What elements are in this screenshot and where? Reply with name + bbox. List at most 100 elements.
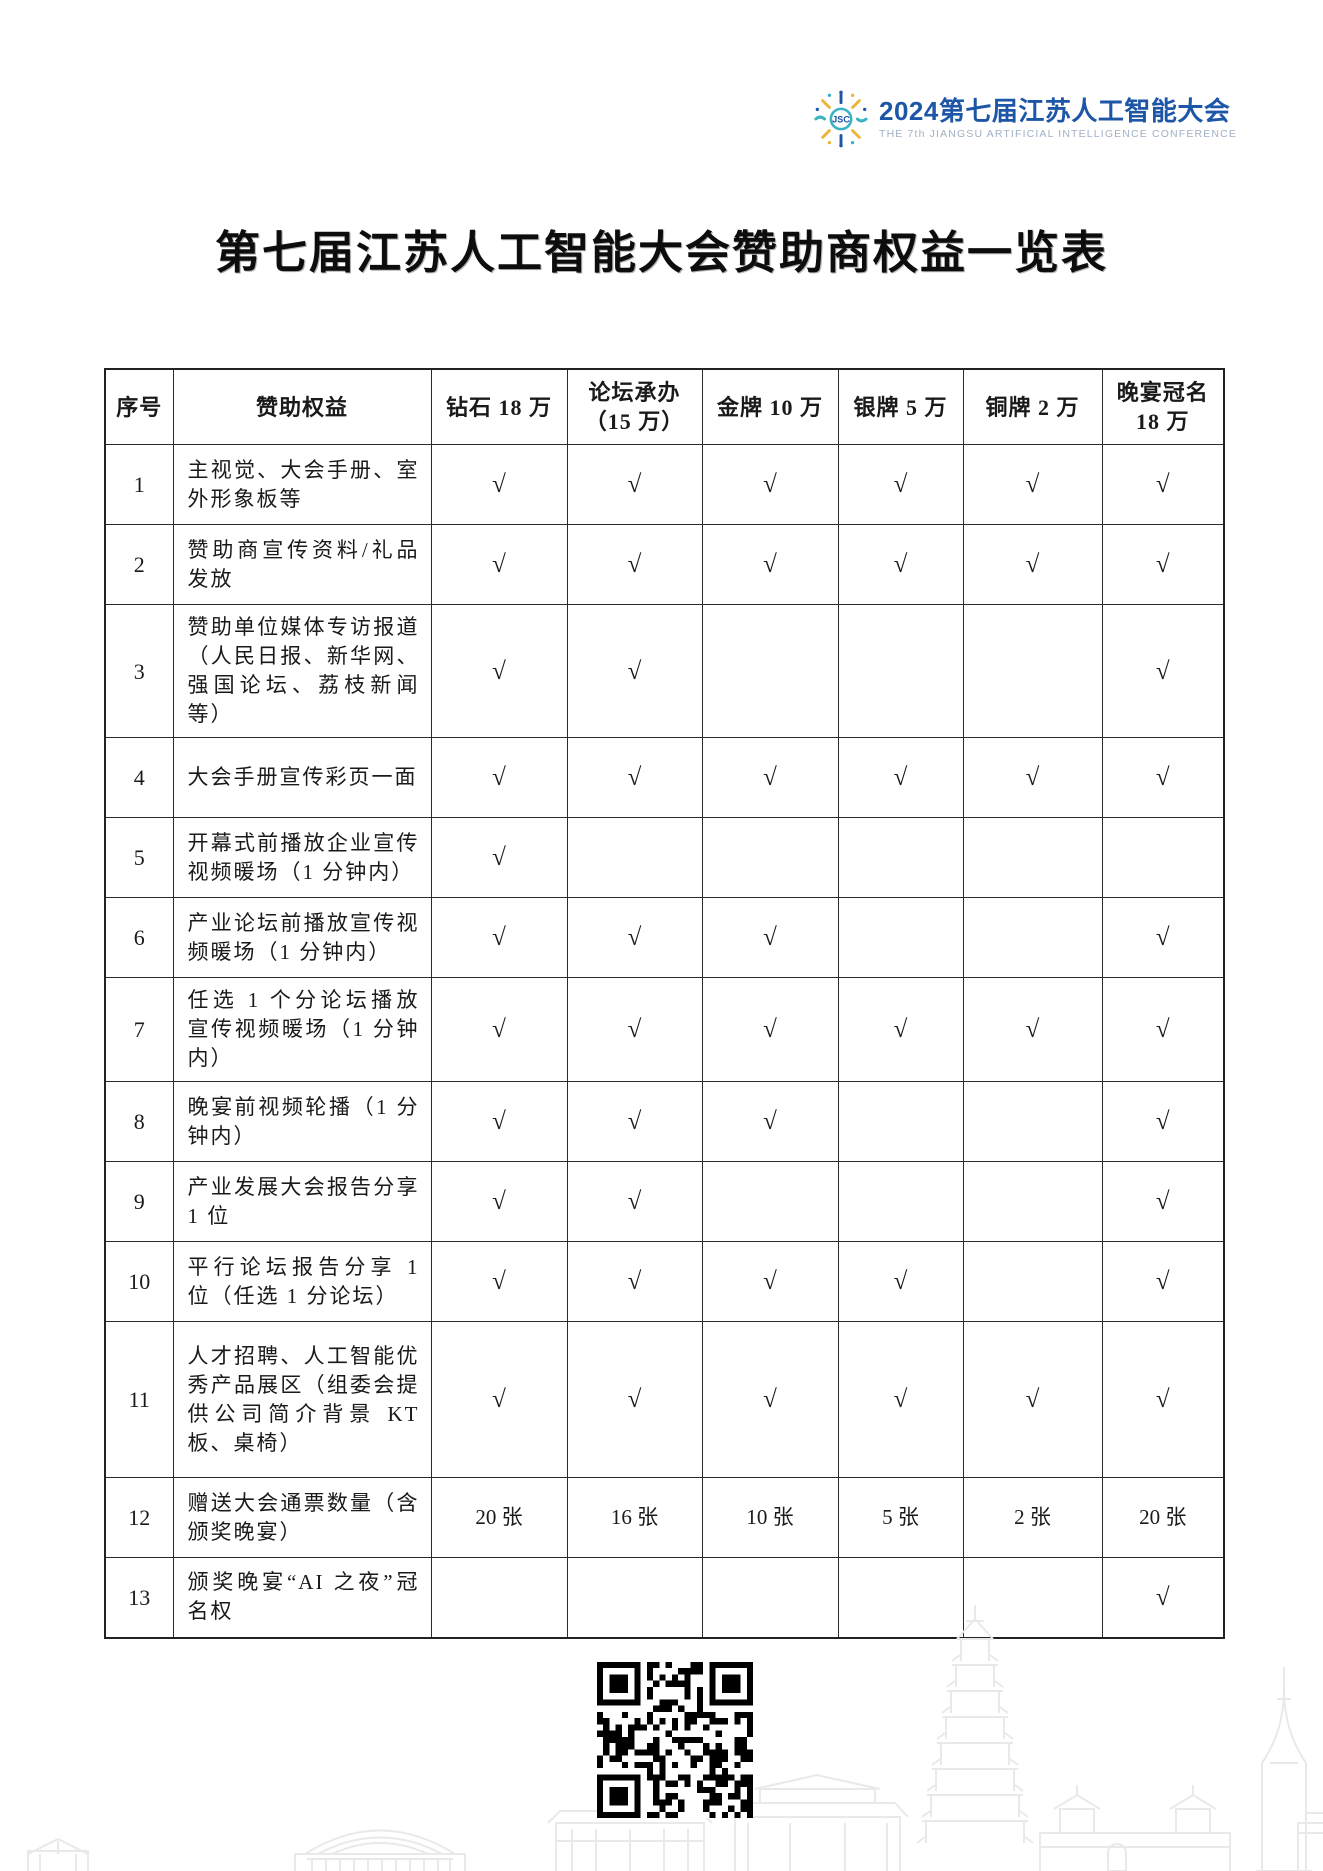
column-header-4: 金牌 10 万 [701,368,839,445]
empty-cell [837,897,964,978]
benefit-label: 赠送大会通票数量（含颁奖晚宴） [172,1477,432,1558]
column-header-5: 银牌 5 万 [837,368,964,445]
check-mark: √ [962,737,1103,818]
table-header-row: 序号 赞助权益 钻石 18 万论坛承办 （15 万） 金牌 10 万银牌 5 万铜牌 … [104,368,1225,445]
table-row: 2 赞助商宣传资料/礼品发放 √ √ √ √ √ √ [104,524,1225,605]
page-title: 第七届江苏人工智能大会赞助商权益一览表 [214,228,1108,278]
check-mark: √ [566,604,703,738]
logo-title: 2024第七届江苏人工智能大会 [879,95,1231,126]
row-number: 6 [104,897,174,978]
check-mark: √ [566,1161,703,1242]
ticket-count: 16 张 [566,1477,703,1558]
empty-cell [962,1081,1103,1162]
benefit-label: 晚宴前视频轮播（1 分钟内） [172,1081,432,1162]
benefit-label: 开幕式前播放企业宣传视频暖场（1 分钟内） [172,817,432,898]
check-mark: √ [837,737,964,818]
empty-cell [1101,817,1225,898]
check-mark: √ [1101,1557,1225,1638]
benefit-label: 平行论坛报告分享 1 位（任选 1 分论坛） [172,1241,432,1322]
check-mark: √ [701,1241,839,1322]
check-mark: √ [566,977,703,1082]
check-mark: √ [1101,1241,1225,1322]
benefit-label: 任选 1 个分论坛播放宣传视频暖场（1 分钟内） [172,977,432,1082]
empty-cell [962,1161,1103,1242]
jsc-starburst-icon: JSC [814,90,868,148]
check-mark: √ [430,604,568,738]
check-mark: √ [566,524,703,605]
ticket-count: 20 张 [430,1477,568,1558]
empty-cell [962,1241,1103,1322]
table-row: 11 人才招聘、人工智能优秀产品展区（组委会提供公司简介背景 KT 板、桌椅） √ √… [104,1321,1225,1478]
table-row: 5 开幕式前播放企业宣传视频暖场（1 分钟内） √ [104,817,1225,898]
check-mark: √ [962,1321,1103,1478]
check-mark: √ [566,1081,703,1162]
row-number: 12 [104,1477,174,1558]
check-mark: √ [962,524,1103,605]
row-number: 7 [104,977,174,1082]
check-mark: √ [837,524,964,605]
row-number: 13 [104,1557,174,1638]
row-number: 4 [104,737,174,818]
check-mark: √ [430,1081,568,1162]
column-header-0: 序号 [104,368,174,445]
check-mark: √ [701,1081,839,1162]
column-header-7: 晚宴冠名 18 万 [1101,368,1225,445]
check-mark: √ [566,444,703,525]
check-mark: √ [701,444,839,525]
check-mark: √ [1101,1161,1225,1242]
benefit-label: 主视觉、大会手册、室外形象板等 [172,444,432,525]
check-mark: √ [701,1321,839,1478]
benefit-label: 人才招聘、人工智能优秀产品展区（组委会提供公司简介背景 KT 板、桌椅） [172,1321,432,1478]
empty-cell [566,1557,703,1638]
table-row: 1 主视觉、大会手册、室外形象板等 √ √ √ √ √ √ [104,444,1225,525]
conference-logo: JSC 2024第七届江苏人工智能大会 THE 7th JIANGSU ARTI… [812,90,1237,148]
empty-cell [962,897,1103,978]
svg-text:JSC: JSC [832,114,850,124]
check-mark: √ [837,1321,964,1478]
check-mark: √ [701,737,839,818]
check-mark: √ [962,444,1103,525]
empty-cell [962,604,1103,738]
table-row: 13 颁奖晚宴“AI 之夜”冠名权 √ [104,1557,1225,1638]
table-row: 6 产业论坛前播放宣传视频暖场（1 分钟内） √ √ √ √ [104,897,1225,978]
empty-cell [962,817,1103,898]
row-number: 11 [104,1321,174,1478]
ticket-count: 2 张 [962,1477,1103,1558]
check-mark: √ [1101,604,1225,738]
empty-cell [837,1557,964,1638]
row-number: 1 [104,444,174,525]
empty-cell [837,1081,964,1162]
benefit-label: 产业论坛前播放宣传视频暖场（1 分钟内） [172,897,432,978]
row-number: 5 [104,817,174,898]
column-header-3: 论坛承办 （15 万） [566,368,703,445]
check-mark: √ [430,1321,568,1478]
empty-cell [837,604,964,738]
empty-cell [837,817,964,898]
check-mark: √ [566,897,703,978]
check-mark: √ [837,444,964,525]
empty-cell [962,1557,1103,1638]
column-header-6: 铜牌 2 万 [962,368,1103,445]
empty-cell [701,604,839,738]
table-row: 8 晚宴前视频轮播（1 分钟内） √ √ √ √ [104,1081,1225,1162]
row-number: 9 [104,1161,174,1242]
check-mark: √ [1101,737,1225,818]
table-row: 7 任选 1 个分论坛播放宣传视频暖场（1 分钟内） √ √ √ √ √ √ [104,977,1225,1082]
check-mark: √ [1101,977,1225,1082]
check-mark: √ [430,1161,568,1242]
ticket-count: 20 张 [1101,1477,1225,1558]
check-mark: √ [430,897,568,978]
column-header-1: 赞助权益 [172,368,432,445]
check-mark: √ [962,977,1103,1082]
benefit-label: 产业发展大会报告分享 1 位 [172,1161,432,1242]
check-mark: √ [701,897,839,978]
empty-cell [566,817,703,898]
ticket-count: 5 张 [837,1477,964,1558]
table-row: 10 平行论坛报告分享 1 位（任选 1 分论坛） √ √ √ √ √ [104,1241,1225,1322]
ticket-count: 10 张 [701,1477,839,1558]
empty-cell [701,817,839,898]
row-number: 2 [104,524,174,605]
logo-text: 2024第七届江苏人工智能大会 THE 7th JIANGSU ARTIFICI… [879,95,1237,140]
check-mark: √ [430,737,568,818]
